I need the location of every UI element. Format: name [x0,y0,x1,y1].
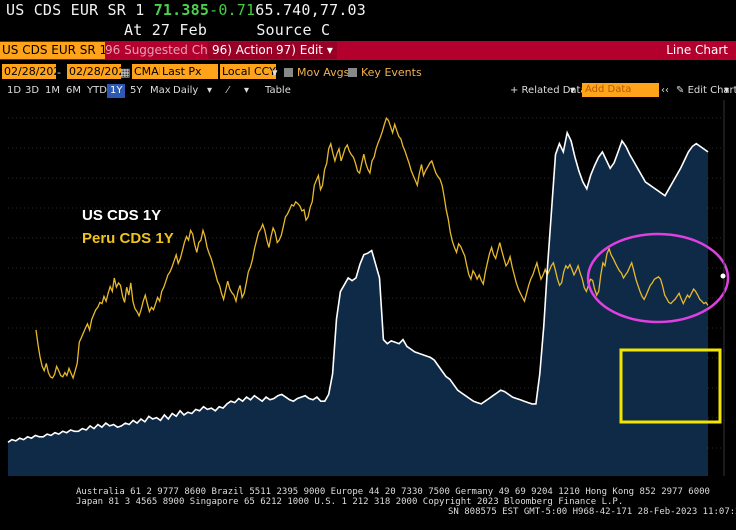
range-max[interactable]: Max [150,85,171,96]
bloomberg-footer: Australia 61 2 9777 8600 Brazil 5511 239… [0,486,736,530]
key-events-label: Key Events [361,66,422,79]
chart-type-label[interactable]: Line Chart [666,43,728,57]
range-6m[interactable]: 6M [66,85,81,96]
chevron-down-icon[interactable]: ▾ [724,85,730,96]
related-data-button[interactable]: + Related Data [510,85,587,96]
last-value-marker [720,273,726,279]
table-button[interactable]: Table [265,85,291,96]
chevron-down-icon: ▾ [326,43,333,57]
start-date-input[interactable]: 02/28/2022 [2,64,68,79]
range-1y[interactable]: 1Y [107,84,126,98]
price-change: -0.71 [209,1,256,19]
last-px-dropdown[interactable]: Last Px [160,64,218,79]
chevron-down-icon[interactable]: ▾ [272,66,278,79]
range-1d[interactable]: 1D [7,85,22,96]
mov-avgs-toggle[interactable]: Mov Avgs [284,65,349,80]
chevron-down-icon[interactable]: ▾ [570,85,576,96]
pencil-icon: ✎ [676,85,688,96]
chevron-down-icon[interactable]: ▾ [244,85,250,96]
security-title-field[interactable]: US CDS EUR SR 1Y D [0,42,105,59]
range-5y[interactable]: 5Y [130,85,143,96]
quote-header: US CDS EUR SR 1 71.385-0.7165.740,77.03 … [0,0,736,40]
source-label: Source [256,21,312,39]
highlight-box [619,348,722,424]
add-data-input[interactable]: Add Data [582,83,659,97]
range-bar: 1D 3D 1M 6M YTD 1Y 5Y Max Daily ▾ ⁄ ▾ Ta… [0,83,736,99]
us-cds-series-line [7,130,709,443]
peru-cds-series-line [35,116,709,380]
line-style-icon[interactable]: ⁄ [227,85,229,96]
day-range: 65.740,77.03 [255,1,367,19]
at-label: At [124,21,143,39]
collapse-icon[interactable]: ‹‹ [661,85,669,96]
footer-line-3: SN 808575 EST GMT-5:00 H968-42-171 28-Fe… [448,507,736,517]
date-separator: - [57,66,61,79]
us-cds-area-fill [8,132,708,476]
function-toolbar: US CDS EUR SR 1Y D 96 Suggested Charts 9… [0,41,736,60]
checkbox-icon [348,68,357,77]
end-date-input[interactable]: 02/28/2023 [67,64,133,79]
edit-label: 97) Edit [276,43,324,57]
cman-field[interactable]: CMAN [132,64,167,79]
footer-line-2: Japan 81 3 4565 8900 Singapore 65 6212 1… [76,497,624,507]
last-price: 71.385 [153,1,210,19]
quote-row-1: US CDS EUR SR 1 71.385-0.7165.740,77.03 [6,1,366,19]
key-events-toggle[interactable]: Key Events [348,65,422,80]
calendar-icon[interactable]: ▦ [120,66,131,79]
suggested-charts-button[interactable]: 96 Suggested Charts [105,43,231,57]
currency-dropdown[interactable]: Local CCY [220,64,276,79]
mov-avgs-label: Mov Avgs [297,66,350,79]
peru-cds-label: Peru CDS 1Y [82,230,174,247]
frequency-dropdown[interactable]: Daily [173,85,199,96]
edit-menu[interactable]: 97) Edit ▾ [272,42,337,59]
source-value: C [320,21,331,39]
chart-controls: 02/28/2022 - 02/28/2023 ▦ CMAN Last Px L… [0,62,736,82]
edit-chart-button[interactable]: ✎ Edit Chart [676,84,736,98]
cds-line-chart: US CDS 1Y Peru CDS 1Y [0,100,736,486]
edit-chart-label: Edit Chart [687,85,736,96]
us-cds-label: US CDS 1Y [82,207,161,224]
quote-row-2: At 27 Feb Source C [124,21,330,39]
actions-label: 96) Actions [212,43,280,57]
chevron-down-icon[interactable]: ▾ [207,85,213,96]
checkbox-icon [284,68,293,77]
range-1m[interactable]: 1M [45,85,60,96]
quote-date: 27 Feb [151,21,208,39]
footer-line-1: Australia 61 2 9777 8600 Brazil 5511 239… [76,487,710,497]
highlight-ellipse [586,232,730,324]
range-3d[interactable]: 3D [25,85,40,96]
ticker: US CDS EUR SR 1 [6,1,145,19]
range-ytd[interactable]: YTD [87,85,107,96]
